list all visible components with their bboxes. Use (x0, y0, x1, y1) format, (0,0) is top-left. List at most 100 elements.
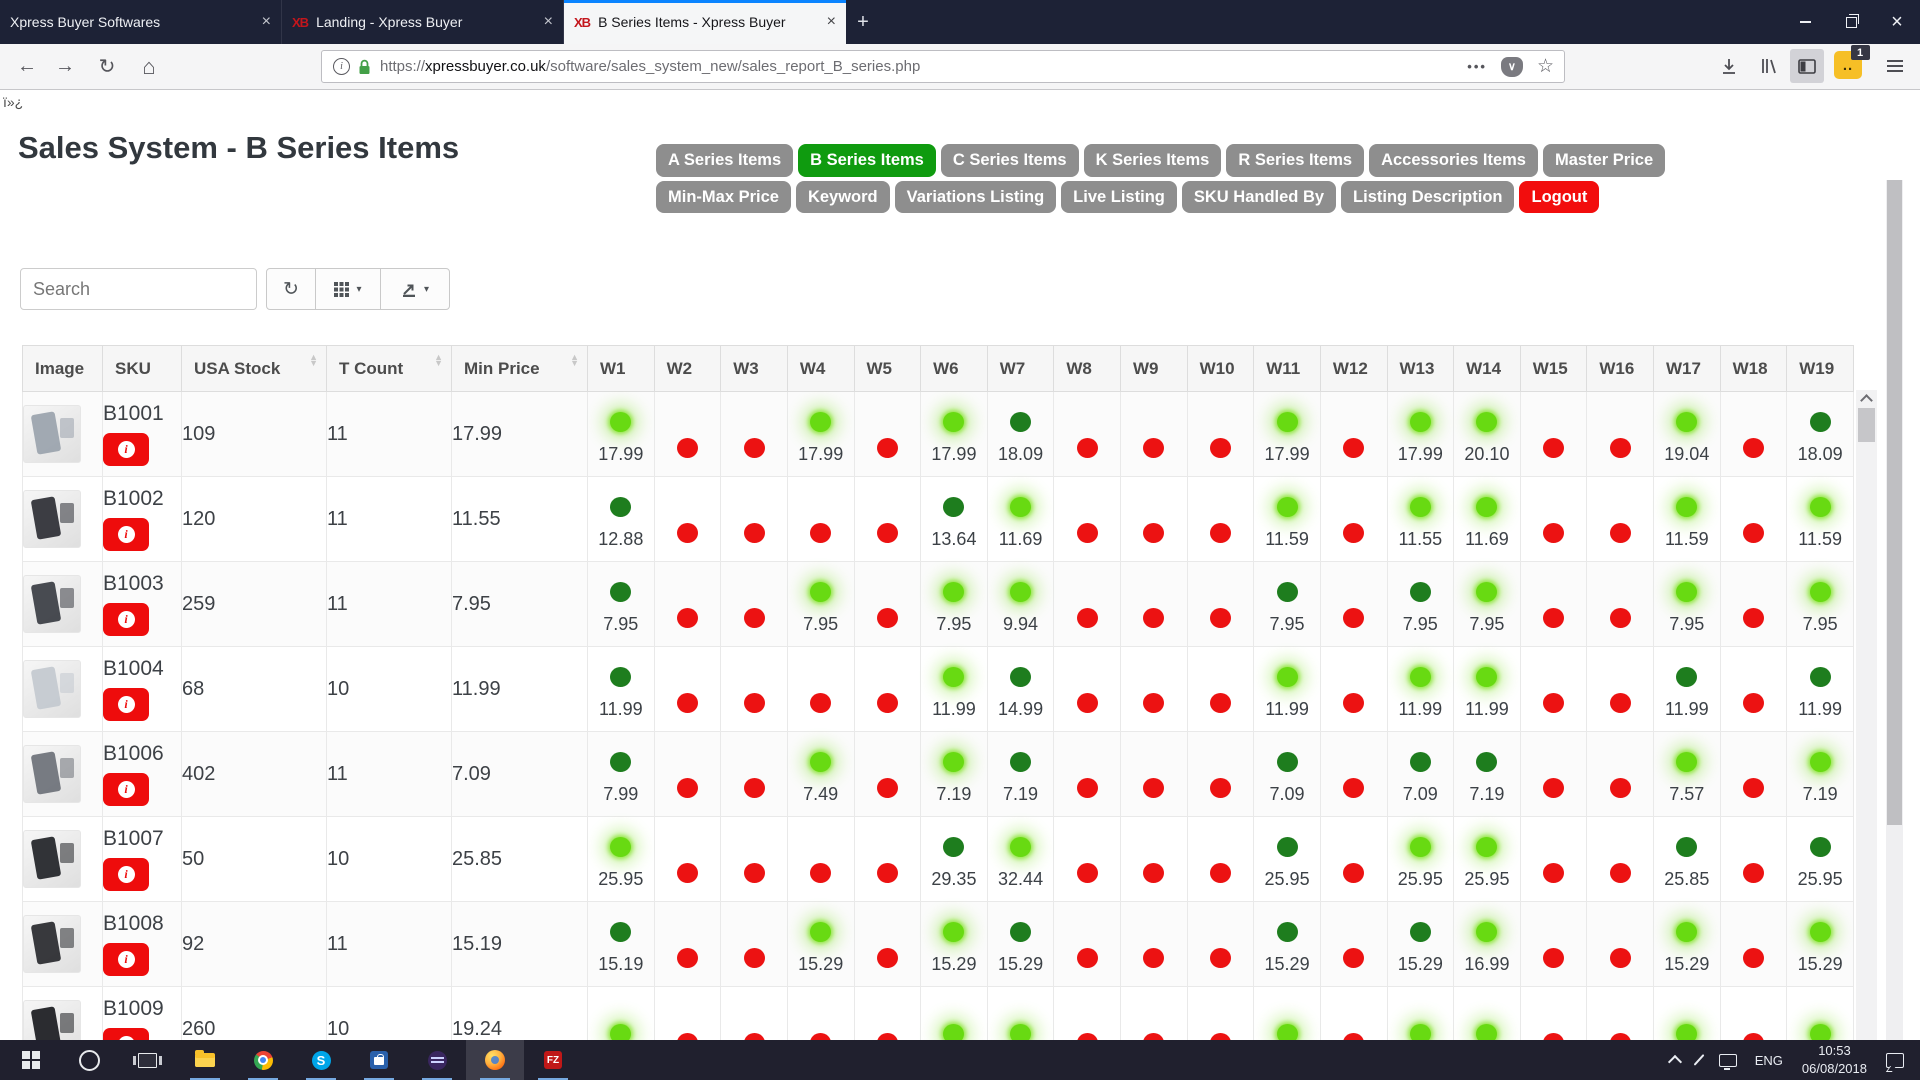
network-icon[interactable] (1710, 1040, 1746, 1080)
nav-button-min-max-price[interactable]: Min-Max Price (656, 180, 791, 213)
nav-button-variations-listing[interactable]: Variations Listing (894, 180, 1057, 213)
status-dot-red (743, 948, 765, 968)
table-scrollbar-thumb[interactable] (1858, 408, 1875, 442)
window-scrollbar[interactable] (1886, 180, 1903, 1040)
nav-button-accessories-items[interactable]: Accessories Items (1369, 144, 1538, 177)
bookmark-star-icon[interactable]: ☆ (1536, 56, 1554, 77)
taskbar-app-start[interactable] (2, 1040, 60, 1080)
page-actions-icon[interactable]: ••• (1467, 59, 1487, 74)
status-dot-red (876, 523, 898, 543)
week-price: 7.19 (936, 784, 972, 804)
nav-button-a-series-items[interactable]: A Series Items (656, 144, 794, 177)
sidebars-icon[interactable] (1790, 49, 1824, 83)
product-thumbnail[interactable] (23, 1000, 81, 1040)
restore-button[interactable] (1828, 0, 1874, 44)
product-thumbnail[interactable] (23, 490, 81, 548)
browser-tab-landing-xpress-buyer[interactable]: XB Landing - Xpress Buyer × (282, 0, 564, 44)
new-tab-button[interactable]: + (857, 10, 869, 33)
nav-button-master-price[interactable]: Master Price (1543, 144, 1666, 177)
taskbar-app-chrome[interactable] (234, 1040, 292, 1080)
clock[interactable]: 10:53 06/08/2018 (1792, 1040, 1877, 1080)
product-thumbnail[interactable] (23, 405, 81, 463)
columns-button[interactable]: ▾ (315, 268, 381, 310)
status-dot-red (1543, 523, 1565, 543)
product-shape (60, 588, 74, 608)
nav-button-logout[interactable]: Logout (1519, 180, 1600, 213)
info-button[interactable]: i (103, 433, 149, 466)
info-icon: i (117, 1036, 135, 1040)
close-button[interactable]: × (1891, 11, 1903, 33)
col-header-t-count[interactable]: T Count ▲ ▼ (326, 345, 452, 392)
page-info-icon[interactable]: i (333, 58, 350, 75)
week-cell-w6: 15.29 (920, 901, 988, 987)
pocket-icon[interactable]: ∨ (1500, 56, 1523, 77)
info-button[interactable]: i (103, 858, 149, 891)
taskbar-app-store[interactable] (350, 1040, 408, 1080)
info-button[interactable]: i (103, 943, 149, 976)
menu-icon[interactable] (1878, 49, 1912, 83)
tab-close-icon[interactable]: × (543, 13, 553, 30)
reload-icon[interactable]: ↻ (98, 56, 116, 78)
taskbar-app-eclipse[interactable] (408, 1040, 466, 1080)
language-indicator[interactable]: ENG (1754, 1052, 1783, 1068)
info-button[interactable]: i (103, 603, 149, 636)
week-cell-w13: 11.99 (1386, 646, 1455, 732)
status-dot-red (1143, 948, 1165, 968)
info-button[interactable]: i (103, 1028, 149, 1040)
minimize-button[interactable] (1782, 0, 1828, 44)
extension-icon[interactable]: .. 1 (1834, 45, 1870, 79)
hidden-icons-chevron[interactable] (1661, 1040, 1689, 1080)
product-thumbnail[interactable] (23, 575, 81, 633)
browser-tab-xpress-buyer-softwares[interactable]: Xpress Buyer Softwares × (0, 0, 282, 44)
status-dot-red (1742, 523, 1764, 543)
taskbar-app-firefox[interactable] (466, 1040, 524, 1080)
url-bar[interactable]: i https://xpressbuyer.co.uk/software/sal… (321, 50, 1565, 83)
refresh-button[interactable]: ↻ (266, 268, 316, 310)
download-icon[interactable] (1712, 49, 1746, 83)
nav-button-b-series-items[interactable]: B Series Items (798, 144, 936, 177)
taskbar-app-cortana[interactable] (60, 1040, 118, 1080)
nav-button-sku-handled-by[interactable]: SKU Handled By (1181, 180, 1337, 213)
library-icon[interactable] (1752, 49, 1786, 83)
browser-tab-b-series-items-xpress-buyer[interactable]: XB B Series Items - Xpress Buyer × (564, 0, 846, 44)
week-cell-w6 (920, 986, 988, 1040)
status-dot-red (1609, 438, 1631, 458)
nav-button-live-listing[interactable]: Live Listing (1061, 180, 1177, 213)
product-thumbnail[interactable] (23, 745, 81, 803)
sku-cell: B1008 i (102, 901, 182, 987)
tab-close-icon[interactable]: × (261, 13, 271, 30)
taskbar-app-filezilla[interactable]: FZ (524, 1040, 582, 1080)
taskbar-app-skype[interactable]: S (292, 1040, 350, 1080)
forward-icon[interactable]: → (55, 55, 75, 77)
back-icon[interactable]: ← (17, 55, 37, 77)
product-thumbnail[interactable] (23, 915, 81, 973)
scroll-up-icon[interactable] (1856, 390, 1877, 407)
action-center-icon[interactable] (1877, 1040, 1920, 1080)
status-dot-red (1143, 863, 1165, 883)
sort-icon: ▲ ▼ (570, 352, 579, 368)
nav-button-k-series-items[interactable]: K Series Items (1083, 144, 1222, 177)
taskbar-app-file-explorer[interactable] (176, 1040, 234, 1080)
col-header-min-price[interactable]: Min Price ▲ ▼ (451, 345, 588, 392)
product-thumbnail[interactable] (23, 830, 81, 888)
search-input[interactable] (20, 268, 257, 310)
nav-button-r-series-items[interactable]: R Series Items (1226, 144, 1365, 177)
week-cell-w7: 32.44 (986, 816, 1055, 902)
status-dot-red (1609, 948, 1631, 968)
tab-close-icon[interactable]: × (826, 13, 836, 30)
taskbar-app-task-view[interactable] (118, 1040, 176, 1080)
nav-button-keyword[interactable]: Keyword (795, 180, 890, 213)
info-button[interactable]: i (103, 518, 149, 551)
home-icon[interactable]: ⌂ (142, 53, 156, 79)
nav-button-listing-description[interactable]: Listing Description (1341, 180, 1515, 213)
table-scrollbar[interactable] (1856, 390, 1877, 1040)
status-dot-green (1476, 412, 1498, 432)
window-scrollbar-thumb[interactable] (1887, 180, 1902, 825)
info-button[interactable]: i (103, 688, 149, 721)
product-thumbnail[interactable] (23, 660, 81, 718)
export-button[interactable]: ▾ (380, 268, 450, 310)
info-button[interactable]: i (103, 773, 149, 806)
col-header-usa-stock[interactable]: USA Stock ▲ ▼ (181, 345, 327, 392)
nav-button-c-series-items[interactable]: C Series Items (940, 144, 1079, 177)
pen-icon[interactable] (1689, 1040, 1709, 1080)
